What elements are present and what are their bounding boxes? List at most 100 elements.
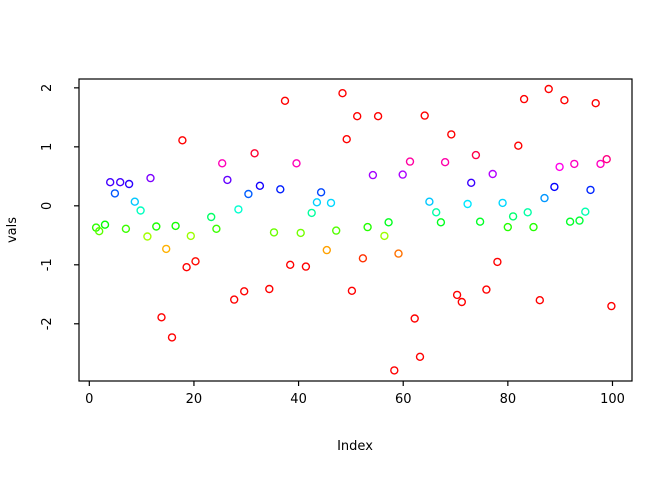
- data-point: [440, 157, 450, 167]
- data-point: [332, 226, 341, 235]
- y-tick-label: 2: [40, 84, 55, 92]
- data-point: [565, 217, 575, 226]
- data-point: [217, 159, 227, 168]
- data-point: [390, 366, 399, 375]
- x-tick-label: 60: [395, 392, 412, 407]
- data-point: [452, 290, 462, 300]
- data-point: [432, 208, 441, 217]
- data-point: [498, 198, 507, 208]
- data-point: [467, 178, 476, 188]
- data-point: [152, 222, 161, 231]
- data-point: [353, 111, 362, 121]
- y-tick-label: 0: [40, 202, 55, 210]
- data-point: [182, 263, 191, 272]
- data-point: [167, 333, 177, 342]
- data-point: [121, 224, 131, 234]
- data-point: [161, 244, 171, 254]
- data-point: [229, 295, 239, 304]
- x-tick-label: 40: [290, 392, 307, 407]
- data-point: [178, 136, 187, 145]
- data-point: [398, 170, 407, 179]
- data-point: [212, 224, 221, 234]
- data-point: [380, 231, 389, 241]
- data-point: [363, 222, 372, 232]
- data-point: [191, 257, 200, 266]
- data-point: [358, 254, 368, 263]
- data-point: [244, 189, 253, 199]
- data-point: [312, 198, 322, 207]
- data-point: [550, 182, 559, 192]
- data-point: [420, 111, 429, 120]
- data-point: [540, 193, 549, 203]
- data-point: [581, 207, 590, 216]
- data-point: [384, 218, 393, 227]
- data-point: [239, 287, 249, 296]
- y-axis-label: vals: [5, 217, 20, 243]
- data-point: [276, 185, 285, 194]
- data-point: [124, 179, 134, 189]
- data-point: [508, 212, 518, 221]
- data-point: [316, 188, 326, 197]
- data-point: [100, 220, 110, 229]
- data-point: [110, 189, 120, 198]
- data-point: [186, 231, 196, 241]
- data-point: [234, 205, 243, 214]
- data-point: [503, 222, 512, 232]
- data-point: [250, 149, 259, 158]
- data-point: [425, 197, 434, 206]
- x-axis-ticks: 0 20 40 60 80 100: [85, 381, 625, 407]
- data-point: [405, 157, 415, 166]
- data-point: [326, 198, 336, 208]
- x-tick-label: 0: [85, 392, 93, 407]
- data-point: [143, 232, 152, 241]
- data-point: [514, 141, 523, 150]
- data-point: [602, 154, 611, 164]
- data-point: [130, 197, 140, 206]
- data-point: [394, 249, 403, 258]
- data-point: [575, 216, 584, 225]
- data-point: [280, 96, 290, 106]
- data-point: [570, 159, 579, 169]
- data-point: [342, 134, 351, 144]
- y-axis-ticks: -2 -1 0 1 2: [40, 84, 79, 330]
- data-point: [475, 217, 485, 226]
- plot-border: [78, 78, 633, 382]
- data-point: [463, 199, 472, 209]
- y-tick-label: -2: [40, 317, 55, 330]
- data-point: [301, 262, 311, 271]
- data-point: [415, 352, 425, 361]
- data-point: [265, 284, 274, 294]
- data-point: [157, 313, 166, 322]
- data-point: [206, 212, 216, 222]
- data-point: [591, 98, 600, 108]
- data-point: [482, 285, 491, 294]
- data-point: [529, 222, 538, 232]
- data-point: [471, 150, 481, 160]
- data-point: [596, 159, 605, 169]
- data-point: [322, 245, 331, 255]
- data-point: [607, 301, 616, 311]
- y-tick-label: -1: [40, 258, 55, 271]
- data-point: [447, 130, 456, 139]
- data-point: [94, 226, 104, 236]
- data-point: [373, 111, 383, 121]
- data-point: [436, 218, 446, 227]
- y-tick-label: 1: [40, 143, 55, 151]
- data-point: [555, 162, 564, 172]
- data-point: [535, 296, 544, 305]
- x-tick-label: 80: [500, 392, 517, 407]
- x-axis-label: Index: [337, 439, 373, 454]
- data-point: [338, 88, 347, 98]
- data-point: [544, 84, 553, 94]
- data-point: [523, 208, 532, 217]
- data-point: [171, 221, 180, 231]
- data-point: [586, 185, 595, 195]
- data-point: [488, 169, 497, 179]
- data-point: [105, 177, 115, 187]
- data-point: [286, 260, 295, 269]
- data-points: [91, 84, 616, 375]
- data-point: [493, 257, 502, 267]
- x-tick-label: 20: [186, 392, 203, 407]
